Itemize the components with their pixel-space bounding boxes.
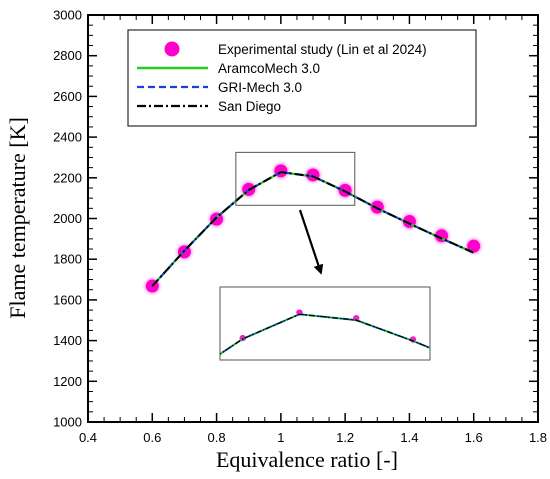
y-tick-label: 2400 bbox=[53, 130, 82, 145]
x-tick-label: 1.8 bbox=[529, 430, 547, 445]
y-tick-label: 2600 bbox=[53, 89, 82, 104]
axes-layer: 0.4 0.6 0.8 1 1.2 1.4 1.6 1.8 1000 1200 1400 1600 18… bbox=[53, 8, 547, 446]
x-tick-label: 1.6 bbox=[465, 430, 483, 445]
zoom-source-box bbox=[235, 151, 356, 206]
x-tick-label: 1.2 bbox=[336, 430, 354, 445]
inset-box bbox=[219, 286, 431, 361]
y-tick-label: 1200 bbox=[53, 374, 82, 389]
y-tick-label: 1800 bbox=[53, 252, 82, 267]
x-tick-label: 0.6 bbox=[143, 430, 161, 445]
y-axis-title: Flame temperature [K] bbox=[5, 117, 30, 319]
data-layer bbox=[144, 162, 482, 295]
legend-symbol-experimental bbox=[164, 41, 180, 57]
legend-label: AramcoMech 3.0 bbox=[218, 61, 320, 76]
zoom-arrow bbox=[298, 209, 324, 275]
y-tick-label: 2000 bbox=[53, 211, 82, 226]
series-line-grimech bbox=[151, 171, 475, 287]
zoom-layer bbox=[69, 151, 529, 474]
y-tick-label: 2800 bbox=[53, 48, 82, 63]
y-tick-label: 1600 bbox=[53, 292, 82, 307]
y-tick-label: 1400 bbox=[53, 333, 82, 348]
y-tick-label: 2200 bbox=[53, 170, 82, 185]
inset-line-san-diego bbox=[220, 313, 430, 355]
y-tick-label: 1000 bbox=[53, 415, 82, 430]
series-line-aramcomech bbox=[151, 170, 475, 287]
x-axis-title: Equivalence ratio [-] bbox=[216, 447, 398, 472]
y-tick-label: 3000 bbox=[53, 8, 82, 23]
x-tick-label: 0.8 bbox=[208, 430, 226, 445]
legend-label: San Diego bbox=[218, 99, 281, 114]
legend-layer: Experimental study (Lin et al 2024) Aramc… bbox=[127, 29, 477, 127]
legend-box bbox=[127, 29, 477, 127]
inset-experimental-point bbox=[183, 376, 189, 382]
x-tick-label: 0.4 bbox=[79, 430, 97, 445]
inset-experimental-point bbox=[523, 379, 529, 385]
legend-label: GRI-Mech 3.0 bbox=[218, 80, 302, 95]
inset-plot bbox=[69, 309, 529, 474]
legend-label: Experimental study (Lin et al 2024) bbox=[218, 42, 427, 57]
x-tick-label: 1 bbox=[277, 430, 284, 445]
series-line-san-diego bbox=[151, 171, 475, 287]
experimental-point bbox=[467, 239, 481, 253]
x-tick-label: 1.4 bbox=[400, 430, 418, 445]
inset-experimental-point bbox=[69, 468, 75, 474]
inset-experimental-point bbox=[467, 359, 473, 365]
